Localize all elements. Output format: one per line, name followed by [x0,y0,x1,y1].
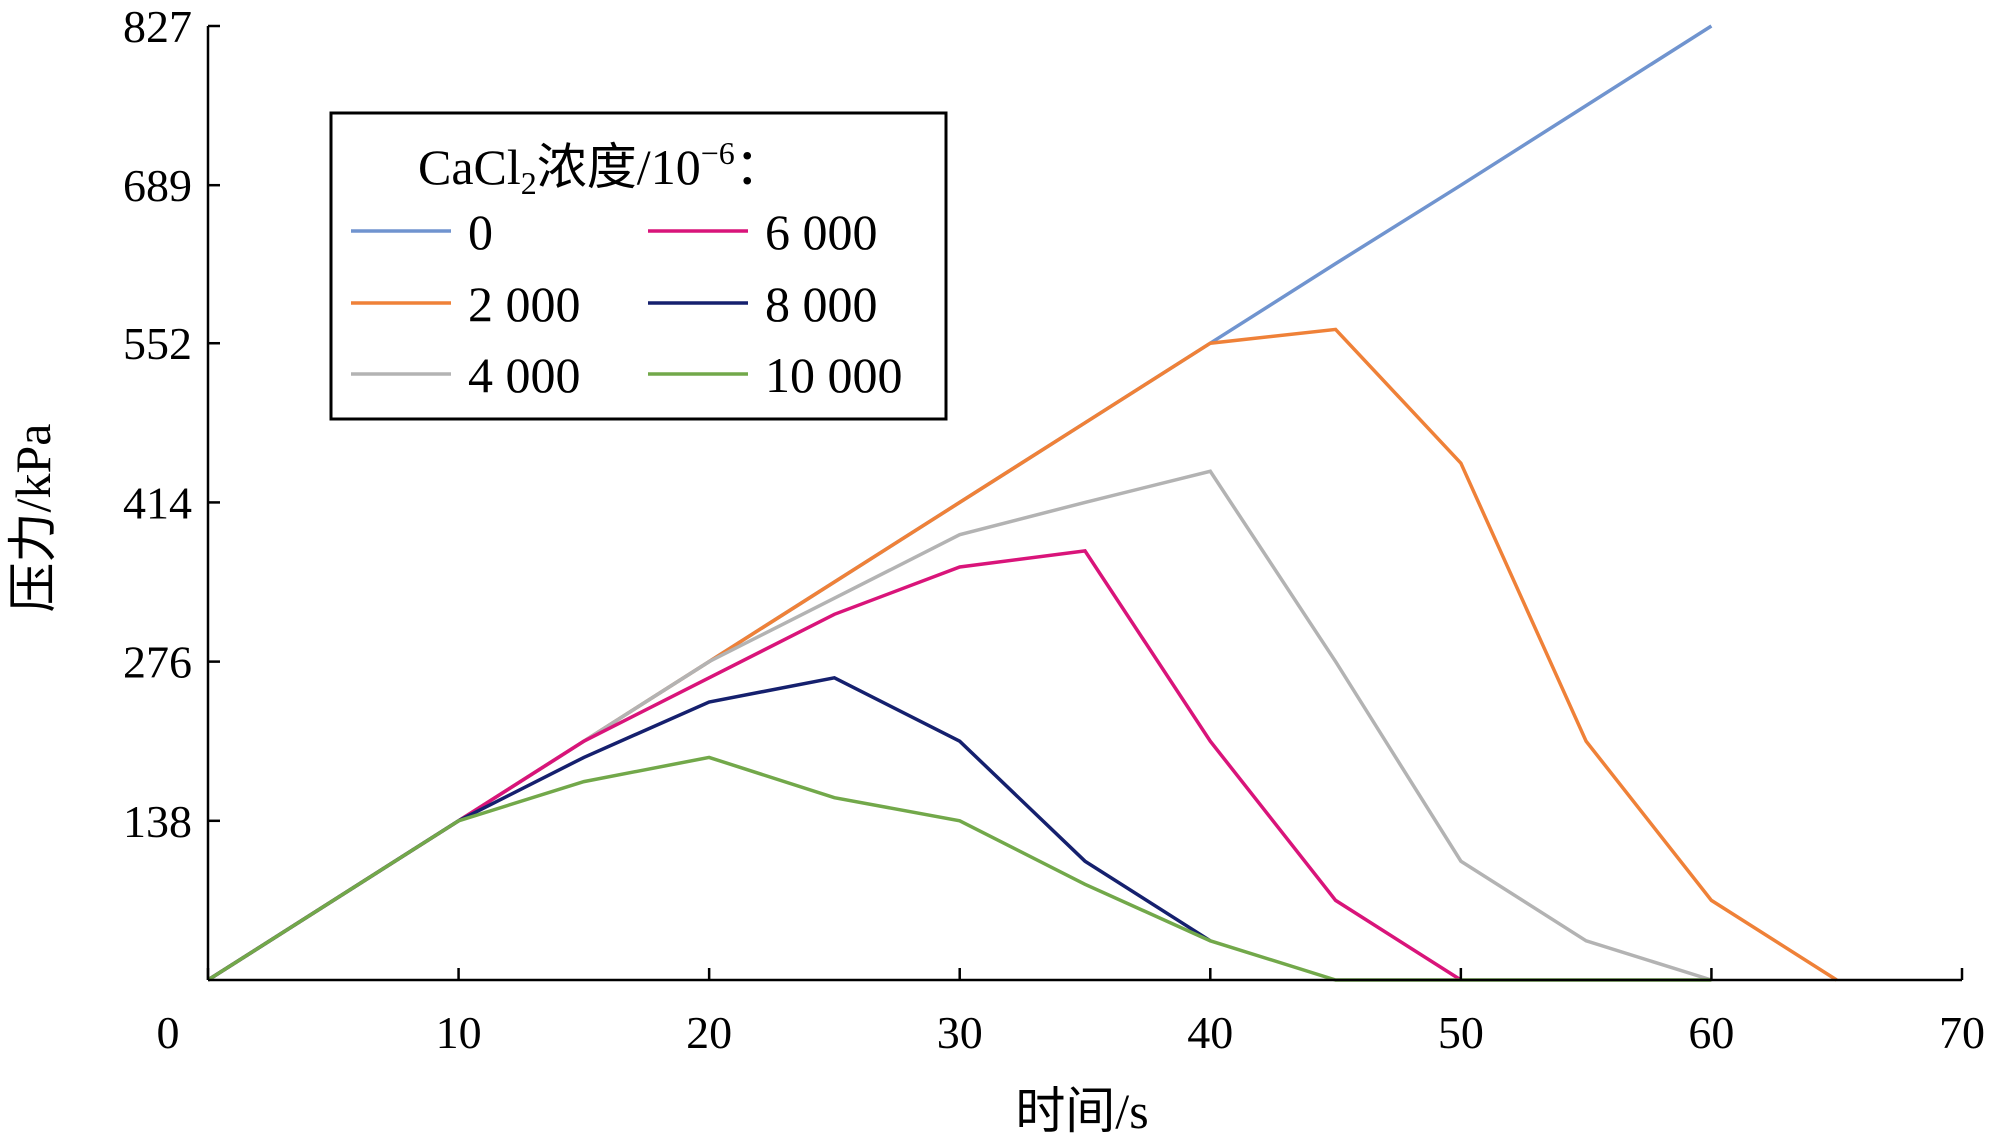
legend-box [329,111,948,421]
legend: CaCl2浓度/10−6： 0 2 000 4 000 6 000 8 000 10 00… [329,111,948,421]
x-tick-label: 0 [157,1007,180,1058]
y-tick-label: 827 [123,1,192,52]
x-tick-label: 50 [1438,1007,1484,1058]
legend-title-prefix: CaCl [418,139,521,195]
series-line-5 [207,755,1712,982]
series-line-2 [207,469,1712,982]
y-axis-label: 压力/kPa [5,424,61,613]
series-line-4 [207,675,1212,982]
y-tick-label: 414 [123,477,192,528]
legend-title-middle: 浓度/10 [537,139,701,195]
y-tick-label: 138 [123,796,192,847]
series-line-3 [207,549,1462,982]
series-layer [207,24,1838,982]
x-tick-label: 30 [937,1007,983,1058]
legend-label: 6 000 [765,204,878,260]
x-axis-label: 时间/s [1015,1083,1148,1139]
legend-label: 8 000 [765,276,878,332]
series-line-1 [207,327,1838,982]
legend-title: CaCl2浓度/10−6： [418,135,785,201]
x-tick-label: 40 [1187,1007,1233,1058]
legend-title-sub: 2 [521,165,537,201]
y-tick-label: 276 [123,637,192,688]
legend-title-suffix: ： [735,139,785,195]
x-tick-label: 70 [1939,1007,1985,1058]
legend-label: 0 [468,204,493,260]
x-tick-label: 20 [686,1007,732,1058]
legend-entries: 0 2 000 4 000 6 000 8 000 10 000 [351,204,903,403]
x-tick-label: 10 [436,1007,482,1058]
x-tick-label: 60 [1688,1007,1734,1058]
legend-label: 10 000 [765,347,903,403]
y-tick-label: 689 [123,160,192,211]
y-tick-label: 552 [123,318,192,369]
legend-title-sup: −6 [701,135,735,171]
legend-label: 4 000 [468,347,581,403]
legend-label: 2 000 [468,276,581,332]
